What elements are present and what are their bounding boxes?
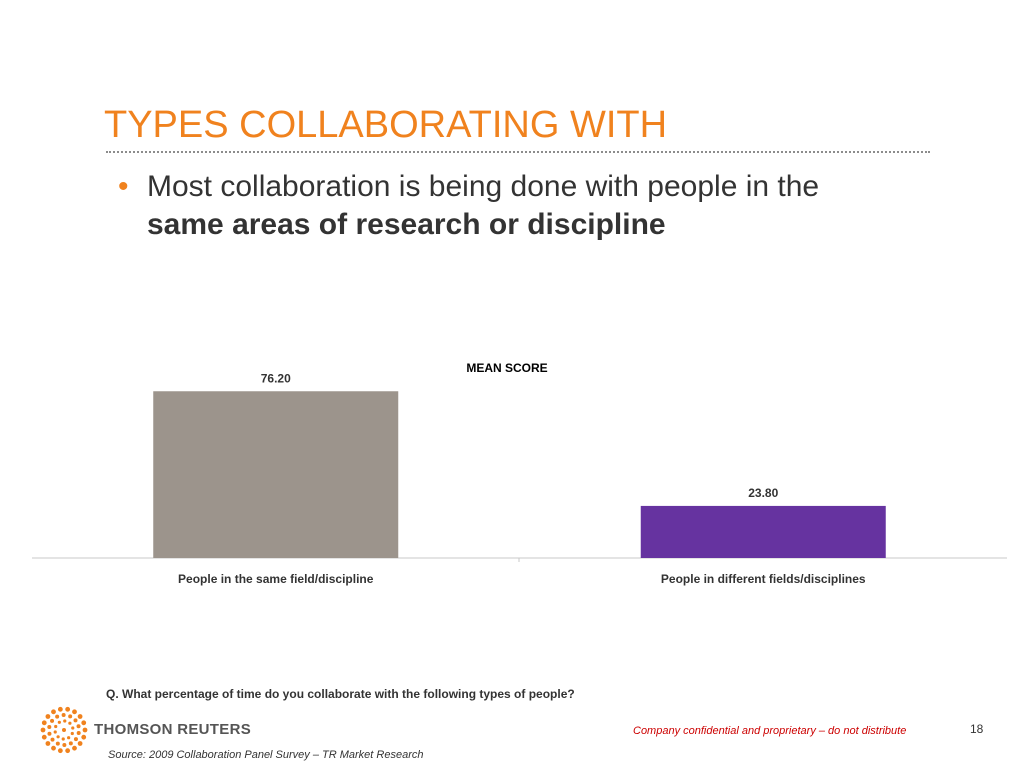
logo-dot bbox=[68, 714, 73, 719]
category-label-2: People in different fields/disciplines bbox=[661, 572, 866, 586]
chart-title: MEAN SCORE bbox=[466, 361, 547, 375]
logo-dot bbox=[51, 745, 56, 751]
logo-dot bbox=[73, 737, 78, 742]
bar-1 bbox=[153, 391, 399, 558]
logo-dot bbox=[61, 713, 66, 718]
bar-chart: MEAN SCORE 76.20 People in the same field… bbox=[32, 361, 1007, 586]
logo-dot bbox=[77, 741, 83, 746]
logo-dot bbox=[40, 727, 46, 733]
logo-dot bbox=[81, 720, 87, 726]
bar-2 bbox=[640, 505, 886, 558]
logo-dot bbox=[65, 748, 71, 754]
thomson-reuters-logo: THOMSON REUTERS bbox=[40, 706, 251, 754]
logo-dot bbox=[45, 714, 51, 719]
logo-dot bbox=[77, 714, 83, 719]
logo-dot bbox=[45, 741, 51, 746]
logo-dot bbox=[56, 735, 60, 739]
logo-dot bbox=[54, 724, 58, 729]
logo-dot bbox=[76, 724, 81, 729]
logo-dot bbox=[50, 737, 55, 742]
bullet-marker: • bbox=[118, 170, 129, 203]
logo-dot bbox=[47, 725, 52, 730]
source-note: Source: 2009 Collaboration Panel Survey … bbox=[108, 749, 424, 761]
bar-value-label-2: 23.80 bbox=[748, 486, 778, 500]
logo-dot bbox=[76, 730, 81, 735]
logo-dot bbox=[61, 737, 65, 741]
logo-dot bbox=[68, 741, 73, 746]
logo-dot bbox=[63, 719, 67, 723]
logo-dot bbox=[53, 730, 57, 734]
survey-question: Q. What percentage of time do you collab… bbox=[106, 687, 575, 701]
logo-dot bbox=[57, 748, 63, 754]
logo-dot bbox=[55, 714, 60, 719]
confidential-notice: Company confidential and proprietary – d… bbox=[633, 725, 907, 737]
logo-dot bbox=[72, 709, 77, 715]
logo-dot bbox=[71, 726, 75, 730]
logo-dots-icon bbox=[40, 706, 88, 754]
logo-dot bbox=[41, 734, 47, 740]
logo-dot bbox=[73, 718, 78, 723]
category-label-1: People in the same field/discipline bbox=[178, 572, 374, 586]
logo-dot bbox=[51, 709, 56, 715]
logo-dot bbox=[72, 745, 77, 751]
bar-value-label-1: 76.20 bbox=[261, 371, 291, 385]
logo-dot bbox=[62, 742, 67, 747]
logo-dot bbox=[67, 736, 71, 740]
logo-text: THOMSON REUTERS bbox=[94, 721, 252, 738]
logo-dot bbox=[50, 718, 55, 723]
logo-dot bbox=[57, 706, 63, 712]
logo-center-dot bbox=[62, 728, 66, 732]
logo-dot bbox=[81, 734, 87, 740]
page-number: 18 bbox=[970, 722, 984, 736]
logo-dot bbox=[70, 731, 74, 736]
logo-dot bbox=[65, 706, 71, 712]
logo-dot bbox=[55, 741, 60, 746]
logo-dot bbox=[57, 720, 61, 724]
bullet-line-1: Most collaboration is being done with pe… bbox=[147, 170, 820, 203]
slide-title: TYPES COLLABORATING WITH bbox=[104, 104, 668, 146]
logo-dot bbox=[68, 721, 72, 725]
logo-dot bbox=[41, 720, 47, 726]
bullet-text: Most collaboration is being done with pe… bbox=[147, 168, 819, 244]
logo-dot bbox=[82, 727, 88, 733]
bullet-line-2: same areas of research or discipline bbox=[147, 208, 666, 241]
title-divider bbox=[106, 151, 930, 153]
logo-dot bbox=[47, 731, 52, 736]
